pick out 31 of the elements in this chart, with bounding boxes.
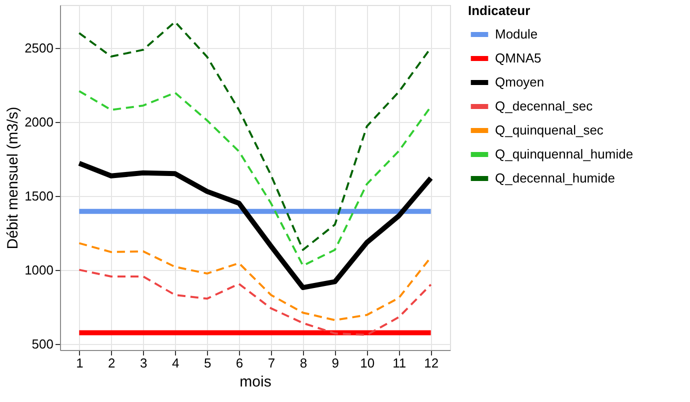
y-tick-label: 1000 bbox=[24, 262, 54, 278]
x-tick-label: 10 bbox=[360, 356, 375, 370]
line-series bbox=[78, 242, 432, 322]
y-tick-label: 2500 bbox=[24, 40, 54, 56]
x-tick-label: 12 bbox=[424, 356, 439, 370]
x-tick-label: 3 bbox=[140, 356, 148, 370]
legend-label: Module bbox=[495, 26, 538, 42]
x-tick-label: 2 bbox=[108, 356, 116, 370]
x-tick-label: 5 bbox=[204, 356, 212, 370]
legend-label: Q_decennal_sec bbox=[495, 98, 594, 114]
line-series bbox=[78, 90, 432, 267]
x-axis-title: mois bbox=[240, 374, 272, 390]
legend-label: QMNA5 bbox=[495, 50, 542, 66]
x-tick-label: 1 bbox=[76, 356, 84, 370]
x-tick-label: 8 bbox=[300, 356, 308, 370]
line-series bbox=[78, 268, 432, 336]
legend-label: Q_decennal_humide bbox=[495, 170, 615, 186]
line-series bbox=[78, 20, 432, 251]
x-tick-label: 11 bbox=[392, 356, 406, 370]
y-axis-title: Débit mensuel (m3/s) bbox=[4, 106, 22, 250]
x-tick-label: 7 bbox=[268, 356, 276, 370]
x-tick-label: 4 bbox=[172, 356, 180, 370]
y-tick-label: 2000 bbox=[24, 114, 54, 130]
y-tick-label: 500 bbox=[32, 336, 54, 352]
x-tick-label: 6 bbox=[236, 356, 244, 370]
legend-label: Q_quinquennal_humide bbox=[495, 146, 634, 162]
legend-title: Indicateur bbox=[468, 3, 530, 18]
legend-label: Qmoyen bbox=[495, 74, 544, 90]
legend-label: Q_quinquenal_sec bbox=[495, 122, 604, 138]
x-tick-label: 9 bbox=[332, 356, 340, 370]
y-tick-label: 1500 bbox=[24, 188, 54, 204]
